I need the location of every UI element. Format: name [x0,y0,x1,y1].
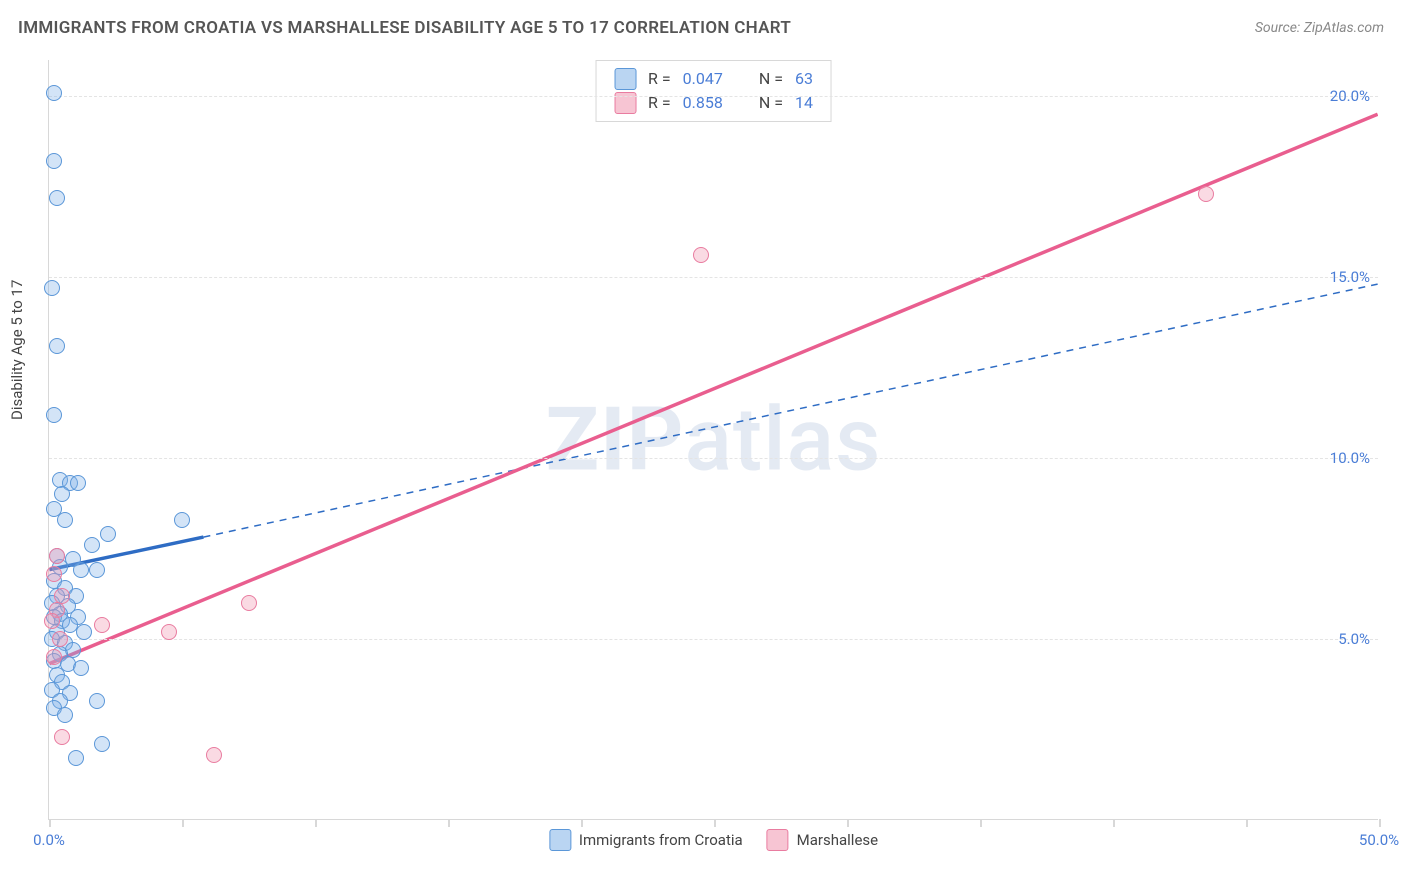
x-tick [714,819,716,827]
r-label: R = [648,67,671,91]
legend-stats-row: R = 0.047 N = 63 [614,67,813,91]
scatter-point-croatia [54,486,70,502]
y-tick-label: 10.0% [1330,449,1370,467]
trend-lines-svg [49,60,1378,819]
scatter-point-croatia [57,707,73,723]
r-label: R = [648,91,671,115]
scatter-point-croatia [68,750,84,766]
scatter-point-marshallese [206,747,222,763]
y-tick-label: 15.0% [1330,268,1370,286]
n-label: N = [759,67,783,91]
chart-title: IMMIGRANTS FROM CROATIA VS MARSHALLESE D… [18,18,791,38]
scatter-point-croatia [46,85,62,101]
r-value: 0.047 [683,67,723,91]
scatter-point-croatia [57,512,73,528]
scatter-point-croatia [44,280,60,296]
legend-series-label: Marshallese [797,831,878,849]
legend-series-item: Marshallese [767,829,878,851]
legend-swatch [614,68,636,90]
scatter-point-croatia [70,475,86,491]
scatter-point-marshallese [52,631,68,647]
scatter-point-marshallese [49,548,65,564]
x-tick [847,819,849,827]
n-label: N = [759,91,783,115]
scatter-point-croatia [73,562,89,578]
legend-swatch [549,829,571,851]
n-value: 63 [795,67,813,91]
legend-series-item: Immigrants from Croatia [549,829,743,851]
x-tick-label: 0.0% [33,831,65,849]
x-tick [182,819,184,827]
x-tick [448,819,450,827]
scatter-point-marshallese [693,247,709,263]
scatter-point-croatia [49,338,65,354]
scatter-point-marshallese [161,624,177,640]
scatter-point-croatia [94,736,110,752]
y-tick-label: 5.0% [1338,630,1370,648]
r-value: 0.858 [683,91,723,115]
x-tick [49,819,51,827]
scatter-point-croatia [84,537,100,553]
legend-stats-box: R = 0.047 N = 63 R = 0.858 N = 14 [595,60,832,122]
scatter-point-marshallese [94,617,110,633]
x-tick [1379,819,1381,827]
chart-plot-area: ZIPatlas R = 0.047 N = 63 R = 0.858 N = … [48,60,1378,820]
watermark-bold: ZIP [546,388,685,491]
y-axis-label: Disability Age 5 to 17 [8,280,26,420]
scatter-point-croatia [89,693,105,709]
scatter-point-marshallese [241,595,257,611]
scatter-point-marshallese [1198,186,1214,202]
scatter-point-croatia [100,526,116,542]
scatter-point-croatia [76,624,92,640]
scatter-point-marshallese [46,649,62,665]
y-tick-label: 20.0% [1330,87,1370,105]
watermark-text: ZIPatlas [546,388,882,491]
x-tick [315,819,317,827]
source-attribution: Source: ZipAtlas.com [1255,20,1384,36]
gridline-h [49,458,1378,459]
scatter-point-marshallese [44,613,60,629]
x-tick [1113,819,1115,827]
scatter-point-croatia [49,190,65,206]
scatter-point-croatia [73,660,89,676]
legend-series-label: Immigrants from Croatia [579,831,743,849]
scatter-point-croatia [174,512,190,528]
scatter-point-marshallese [54,729,70,745]
scatter-point-croatia [46,153,62,169]
scatter-point-croatia [46,407,62,423]
watermark-rest: atlas [684,388,881,491]
scatter-point-croatia [89,562,105,578]
x-tick [581,819,583,827]
x-tick-label: 50.0% [1359,831,1399,849]
x-tick [1246,819,1248,827]
legend-stats-row: R = 0.858 N = 14 [614,91,813,115]
gridline-h [49,639,1378,640]
gridline-h [49,277,1378,278]
gridline-h [49,96,1378,97]
x-tick [980,819,982,827]
scatter-point-marshallese [46,566,62,582]
legend-series: Immigrants from Croatia Marshallese [549,829,878,851]
n-value: 14 [795,91,813,115]
legend-swatch [767,829,789,851]
